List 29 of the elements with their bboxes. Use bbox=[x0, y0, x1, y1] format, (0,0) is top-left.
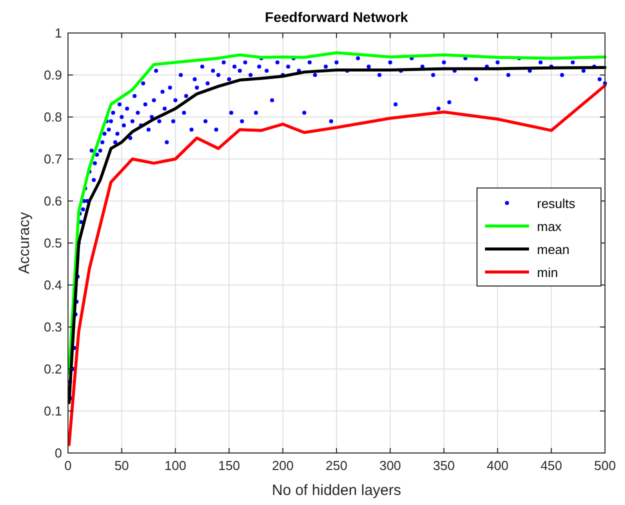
y-tick-label: 0.3 bbox=[44, 320, 62, 334]
x-tick-label: 450 bbox=[540, 458, 562, 473]
x-tick-label: 150 bbox=[218, 458, 240, 473]
x-tick-label: 100 bbox=[164, 458, 186, 473]
y-tick-label: 0.7 bbox=[44, 152, 62, 166]
legend-label: mean bbox=[537, 242, 570, 257]
x-tick-label: 300 bbox=[379, 458, 402, 473]
y-tick-label: 0.1 bbox=[44, 404, 62, 418]
x-tick-label: 250 bbox=[326, 458, 348, 473]
x-tick-label: 200 bbox=[272, 458, 294, 473]
x-tick-label: 50 bbox=[114, 458, 129, 473]
x-tick-label: 400 bbox=[486, 458, 508, 473]
chart-title: Feedforward Network bbox=[264, 9, 408, 25]
y-tick-label: 0.8 bbox=[44, 110, 62, 124]
legend-label: min bbox=[537, 265, 558, 280]
x-axis-title: No of hidden layers bbox=[272, 482, 402, 499]
y-axis-title: Accuracy bbox=[16, 212, 33, 274]
legend-label: max bbox=[537, 219, 562, 234]
y-tick-label: 0.6 bbox=[44, 194, 62, 208]
x-tick-label: 350 bbox=[433, 458, 455, 473]
y-tick-label: 0 bbox=[54, 446, 62, 460]
y-tick-label: 0.2 bbox=[44, 362, 62, 376]
legend-label: results bbox=[537, 196, 576, 211]
x-tick-label: 0 bbox=[64, 458, 72, 473]
y-tick-label: 0.5 bbox=[44, 236, 62, 250]
y-tick-label: 0.9 bbox=[44, 68, 62, 82]
y-tick-label: 0.4 bbox=[44, 278, 62, 292]
x-tick-label: 500 bbox=[594, 458, 616, 473]
y-tick-label: 1 bbox=[54, 26, 62, 40]
